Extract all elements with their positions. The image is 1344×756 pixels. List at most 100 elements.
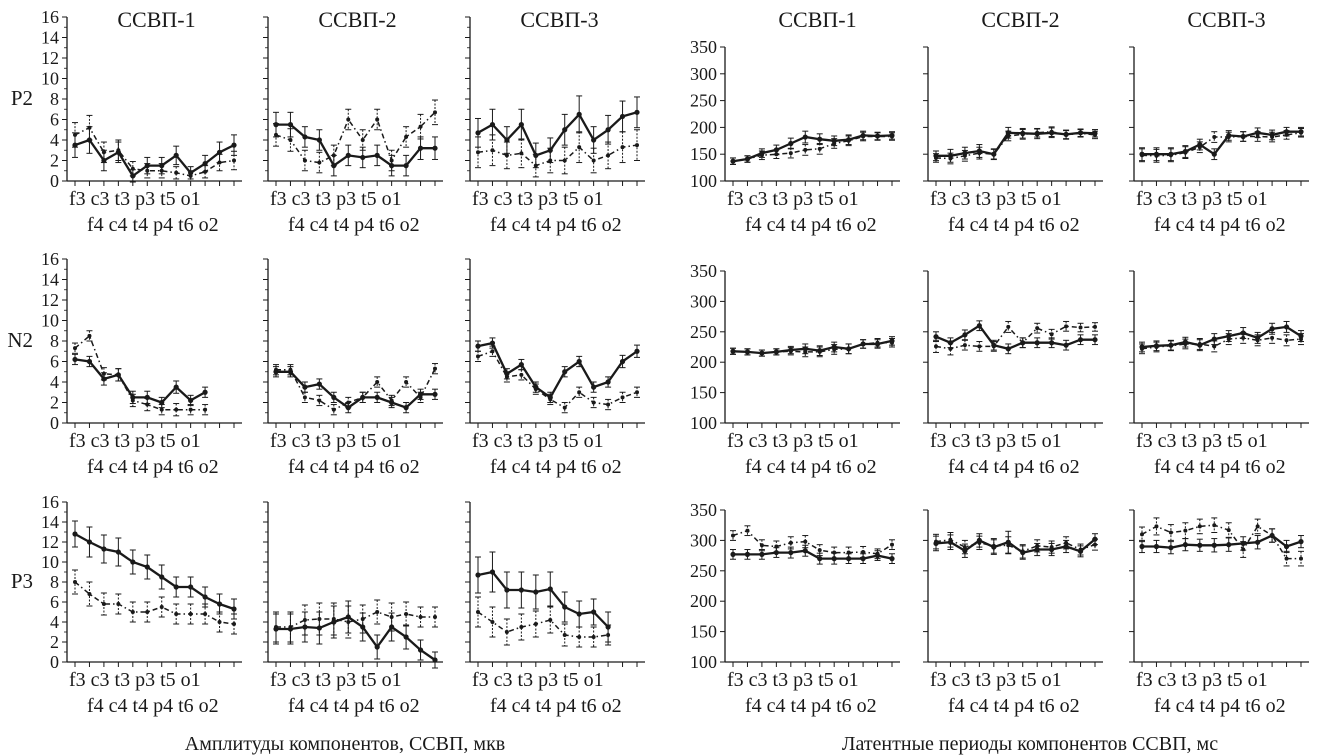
data-point [374,394,380,400]
data-point [606,402,611,407]
row-label: N2 [7,328,33,352]
data-point [731,349,735,354]
y-tick-label: 300 [690,530,717,550]
data-point [404,612,409,616]
series-line-solid [74,358,206,404]
data-point [977,344,982,349]
data-point [159,605,164,609]
data-point [591,609,597,615]
data-point [1063,342,1069,348]
amp-col-header: ССВП-2 [318,7,396,32]
data-point [433,366,437,371]
x-labels-bottom: f4 c4 t4 p4 t6 o2 [490,214,622,236]
data-point [432,391,438,397]
y-tick-label: 100 [690,171,717,191]
data-point [1139,543,1145,550]
data-point [202,160,208,167]
data-point [101,546,107,552]
data-point [418,124,423,129]
data-point [1078,131,1083,136]
data-point [744,551,751,557]
data-point [890,134,894,139]
data-point [101,150,106,155]
data-point [962,332,968,338]
y-tick-label: 250 [690,322,717,342]
data-point [548,158,553,163]
y-tick-label: 2 [50,632,59,652]
data-point [217,620,222,624]
data-point [331,617,336,621]
data-point [774,152,779,157]
data-point [389,615,394,619]
data-point [476,150,480,155]
data-point [962,545,967,550]
data-point [861,549,866,554]
y-tick-label: 14 [41,270,59,290]
data-point [331,407,336,412]
data-point [216,601,223,607]
x-labels-bottom: f4 c4 t4 p4 t6 o2 [948,695,1080,717]
data-point [316,381,322,387]
data-point [1283,543,1290,550]
data-point [846,556,852,562]
data-point [1168,530,1173,535]
data-point [174,407,179,412]
data-point [1006,543,1011,548]
data-point [518,361,524,368]
data-point [519,151,524,156]
data-point [1212,523,1217,528]
data-point [403,634,409,640]
series-line-solid [935,324,1095,351]
data-point [432,145,438,151]
series-line-solid [74,138,235,178]
data-point [831,556,837,562]
data-point [731,533,735,538]
data-point [504,587,510,593]
data-point [1283,324,1290,330]
data-point [1211,151,1217,157]
x-labels-bottom: f4 c4 t4 p4 t6 o2 [745,214,877,236]
data-point [1197,542,1203,548]
data-point [817,349,822,354]
data-point [1255,134,1260,139]
series-line-solid [477,111,638,157]
data-point [1020,132,1025,137]
x-labels-top: f3 c3 t3 p3 t5 o1 [727,430,859,452]
data-point [846,138,851,143]
data-point [130,398,135,403]
data-point [145,402,150,407]
amplitude-caption: Амплитуды компонентов, ССВП, мкв [185,733,505,755]
data-point [1034,546,1040,553]
y-tick-label: 300 [690,291,717,311]
data-point [788,549,794,556]
data-point [331,153,336,158]
data-point [287,122,294,128]
data-point [991,152,996,157]
y-tick-label: 6 [50,110,59,130]
data-point [433,110,437,115]
data-point [1049,129,1054,134]
data-point [1093,132,1097,137]
data-point [1298,333,1304,339]
x-labels-top: f3 c3 t3 p3 t5 o1 [69,669,201,691]
lat-col-header: ССВП-1 [778,7,856,32]
x-labels-bottom: f4 c4 t4 p4 t6 o2 [745,456,877,478]
data-point [173,584,179,590]
x-labels-bottom: f4 c4 t4 p4 t6 o2 [1154,695,1286,717]
data-point [1049,332,1054,337]
data-point [316,137,322,143]
data-point [360,154,366,161]
data-point [86,358,93,365]
data-point [635,143,639,148]
data-point [288,138,293,142]
data-point [1140,346,1144,351]
data-point [832,347,837,352]
x-labels-bottom: f4 c4 t4 p4 t6 o2 [288,214,420,236]
y-tick-label: 150 [690,383,717,403]
data-point [1241,335,1246,340]
data-point [1153,543,1160,550]
x-labels-top: f3 c3 t3 p3 t5 o1 [270,669,402,691]
y-tick-label: 4 [50,612,59,632]
series-line-dashed [1141,337,1302,350]
